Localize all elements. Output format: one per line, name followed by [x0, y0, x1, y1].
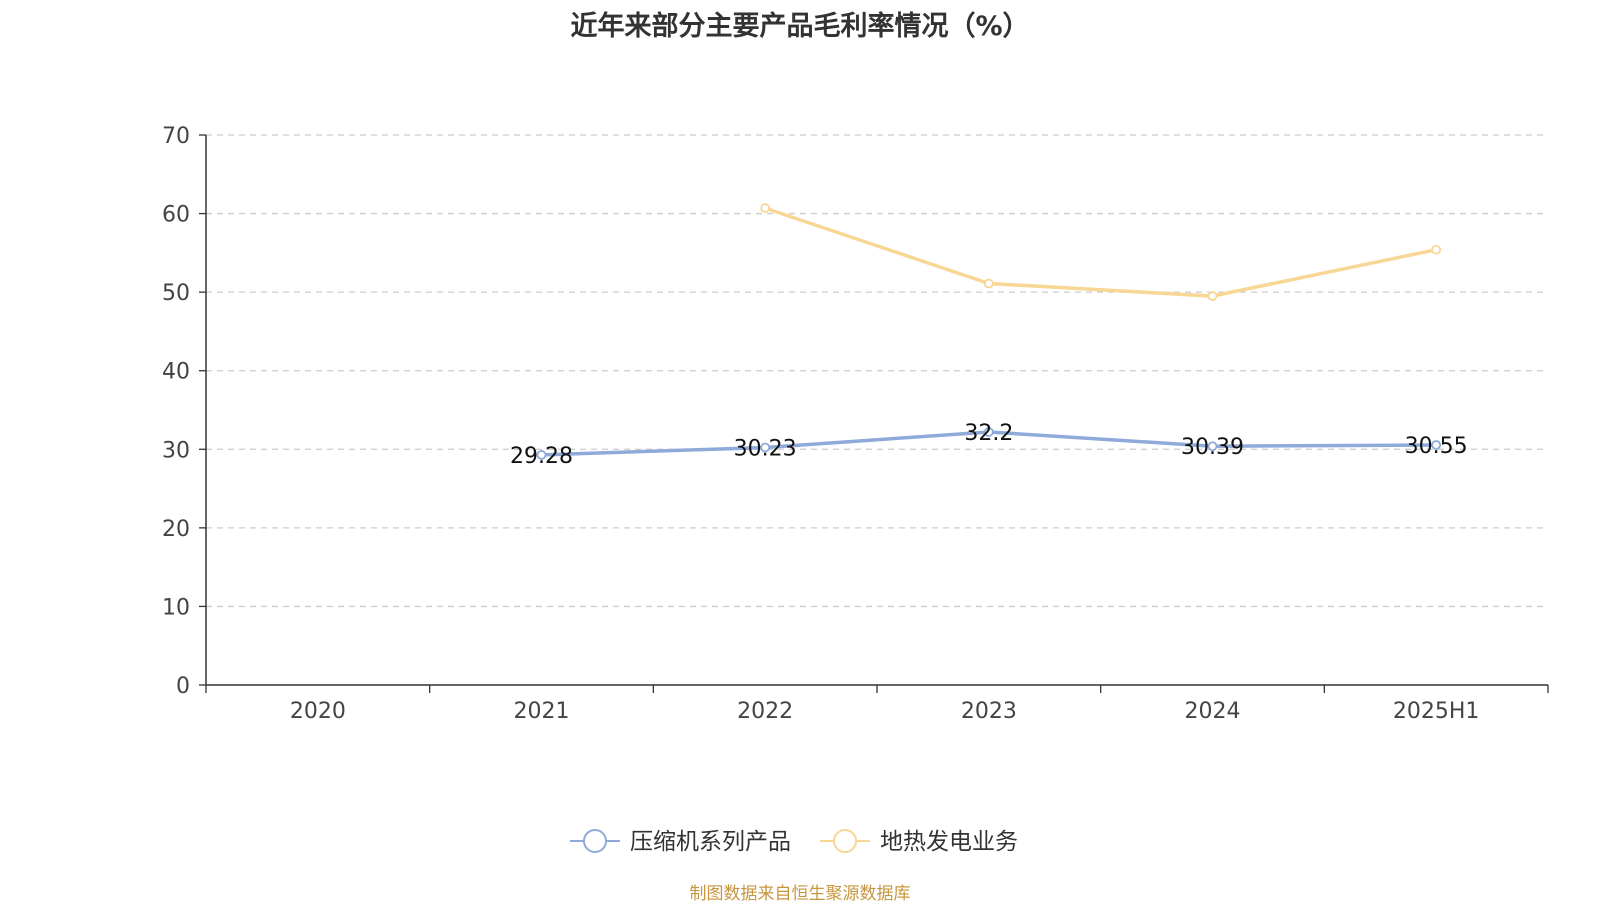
data-point — [983, 278, 994, 289]
series-line-1 — [764, 206, 1437, 298]
data-point — [983, 427, 994, 437]
axes: 0 10 20 30 40 50 60 70 2020 2021 2022 2023 2024 2025H… — [162, 124, 1549, 724]
series-lines — [536, 203, 1442, 460]
y-tick-label: 60 — [162, 203, 190, 228]
y-tick-label: 10 — [162, 595, 190, 620]
x-tick-label: 2020 — [290, 699, 346, 724]
y-tick-label: 30 — [162, 438, 190, 463]
legend-item-0[interactable]: 压缩机系列产品 — [570, 829, 791, 855]
legend-marker — [833, 829, 857, 853]
y-tick-label: 40 — [162, 360, 190, 385]
data-label: 29.28 — [510, 444, 573, 469]
x-tick-label: 2024 — [1185, 699, 1241, 724]
x-tick-label: 2022 — [737, 699, 793, 724]
x-tick-label: 2023 — [961, 699, 1017, 724]
y-tick-label: 70 — [162, 124, 190, 149]
data-label: 30.39 — [1181, 435, 1244, 460]
legend-label: 地热发电业务 — [880, 829, 1018, 855]
data-point — [1431, 440, 1442, 450]
x-tick-label: 2025H1 — [1393, 699, 1480, 724]
data-point — [1207, 441, 1218, 452]
source-note: 制图数据来自恒生聚源数据库 — [689, 884, 911, 904]
data-point — [760, 203, 771, 213]
data-label: 32.2 — [964, 421, 1013, 446]
data-label: 30.55 — [1405, 434, 1468, 459]
legend[interactable]: 压缩机系列产品 地热发电业务 — [570, 829, 1018, 855]
legend-item-1[interactable]: 地热发电业务 — [820, 829, 1018, 855]
data-point — [536, 450, 547, 460]
grid-lines — [206, 134, 1548, 608]
y-tick-label: 0 — [176, 674, 190, 699]
y-tick-label: 20 — [162, 517, 190, 542]
y-tick-label: 50 — [162, 281, 190, 306]
legend-marker — [583, 829, 607, 853]
legend-label: 压缩机系列产品 — [630, 829, 791, 855]
data-point — [760, 442, 771, 453]
x-tick-label: 2021 — [514, 699, 570, 724]
data-point — [1207, 291, 1218, 301]
data-point — [1431, 244, 1442, 255]
chart-title: 近年来部分主要产品毛利率情况（%） — [570, 11, 1030, 42]
data-labels: 29.28 30.23 32.2 30.39 30.55 — [510, 421, 1468, 469]
data-label: 30.23 — [734, 436, 797, 461]
